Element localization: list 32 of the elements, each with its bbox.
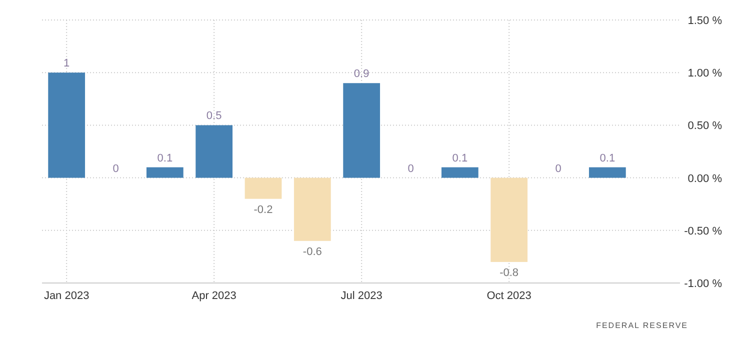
bar	[343, 83, 380, 178]
data-label: 0.1	[452, 152, 468, 164]
data-label: 0.9	[354, 68, 370, 80]
x-tick-label: Oct 2023	[486, 290, 532, 302]
text: FEDERAL RESERVE	[596, 321, 688, 330]
y-tick-label: 0.00 %	[688, 172, 722, 185]
data-label: 0	[555, 162, 562, 175]
y-tick-label: 0.50 %	[688, 120, 722, 132]
x-tick-label: Apr 2023	[192, 290, 236, 302]
data-label: 0	[408, 162, 414, 175]
bar	[490, 178, 528, 262]
bar	[48, 72, 86, 178]
y-tick-label: 1.50 %	[688, 15, 722, 27]
bar	[146, 167, 184, 178]
data-label: 0	[112, 162, 119, 175]
bar	[294, 178, 331, 241]
y-tick-label: -0.50 %	[684, 225, 722, 238]
x-tick-label: Jan 2023	[44, 290, 90, 302]
bar	[441, 167, 478, 178]
bar	[588, 167, 626, 178]
bar	[244, 178, 282, 199]
data-label: -0.2	[254, 204, 273, 216]
y-tick-label: -1.00 %	[684, 278, 722, 290]
data-label: 0.1	[600, 152, 616, 164]
y-tick-label: 1.00 %	[688, 68, 722, 80]
data-label: -0.8	[500, 266, 519, 279]
bar	[196, 125, 233, 178]
data-label: -0.6	[302, 246, 322, 258]
data-label: 0.5	[206, 110, 222, 122]
data-label: 0.1	[157, 152, 173, 164]
x-tick-label: Jul 2023	[340, 290, 382, 302]
data-label: 1	[64, 58, 70, 70]
